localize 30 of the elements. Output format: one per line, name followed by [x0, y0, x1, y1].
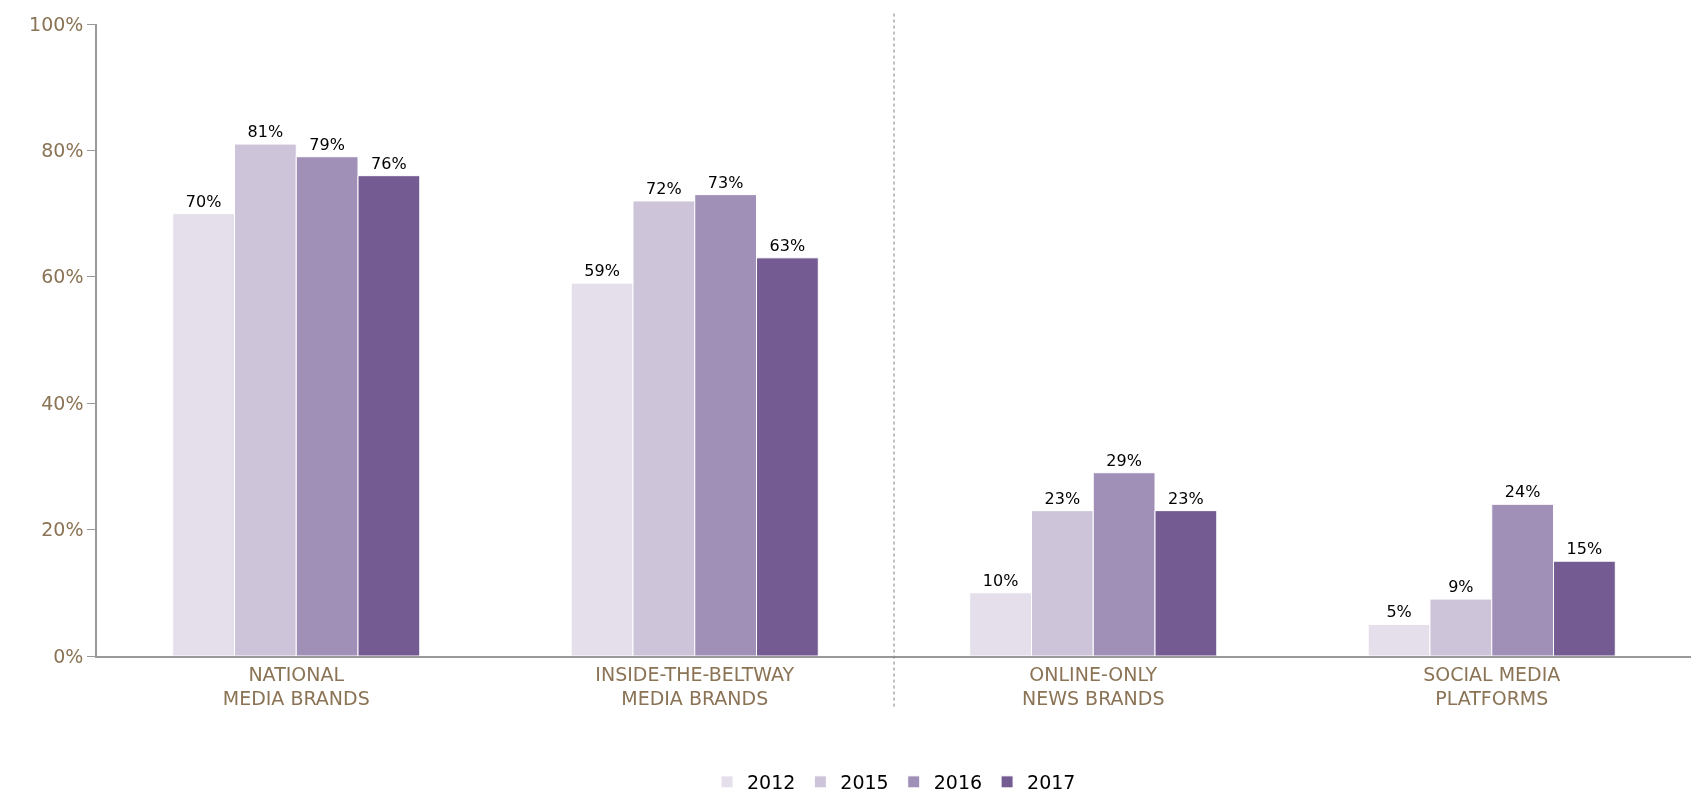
text: 10%: [982, 570, 1019, 590]
text: 81%: [247, 122, 284, 142]
y-tick-label: 0%: [53, 644, 84, 667]
legend-label: 2012: [747, 771, 796, 794]
x-tick-label: NATIONAL MEDIA BRANDS: [222, 662, 370, 710]
text: 29%: [1106, 450, 1142, 470]
x-tick-label: INSIDE-THE-BELTWAY MEDIA BRANDS: [595, 662, 795, 710]
legend-label: 2016: [933, 771, 983, 794]
text: 59%: [584, 261, 620, 281]
text: 76%: [371, 153, 407, 173]
y-tick-label: 80%: [41, 139, 84, 162]
y-tick-label: 20%: [41, 518, 84, 541]
text: 23%: [1044, 488, 1081, 508]
text: 9%: [1448, 577, 1474, 597]
y-tick-label: 60%: [41, 265, 84, 288]
legend-label: 2017: [1027, 771, 1076, 794]
legend-label: 2015: [840, 771, 889, 794]
x-tick-label: SOCIAL MEDIA PLATFORMS: [1423, 662, 1561, 710]
text: 23%: [1168, 488, 1204, 508]
text: 5%: [1386, 602, 1412, 622]
text: 72%: [646, 178, 682, 198]
y-tick-label: 100%: [29, 12, 84, 35]
text: 73%: [707, 172, 744, 192]
text: 24%: [1504, 482, 1541, 502]
text: 63%: [769, 235, 806, 255]
x-tick-label: ONLINE-ONLY NEWS BRANDS: [1022, 662, 1165, 710]
text: 15%: [1566, 539, 1603, 559]
text: 70%: [185, 191, 222, 211]
y-tick-label: 40%: [41, 391, 84, 414]
text: 79%: [309, 134, 345, 154]
